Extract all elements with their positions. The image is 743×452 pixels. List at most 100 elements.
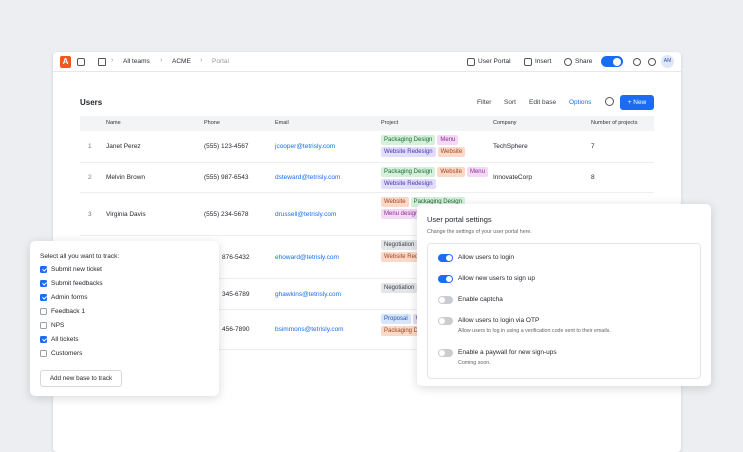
name: Melvin Brown (106, 174, 146, 181)
checkbox[interactable] (40, 350, 47, 357)
add-button[interactable]: Add new base to track (40, 370, 122, 387)
row-number: 1 (88, 143, 92, 150)
project-tag: Packaging Design (410, 197, 465, 207)
home-icon[interactable] (98, 58, 106, 66)
company: TechSphere (493, 143, 528, 150)
checkbox-label: Submit new ticket (51, 266, 102, 273)
phone: (555) 234-5678 (204, 210, 249, 218)
project-tags: Packaging Design Website Menu Website Redes… (381, 167, 489, 189)
settings-icon[interactable] (648, 58, 656, 66)
column-header: Project (381, 120, 399, 126)
toggle[interactable] (438, 317, 453, 325)
column-header: Name (106, 120, 121, 126)
toolbar-button[interactable]: Options (569, 99, 592, 106)
toggle[interactable] (438, 275, 453, 283)
breadcrumb: Portal (212, 58, 229, 65)
name: Virginia Davis (106, 210, 146, 218)
email[interactable]: ehoward@tetrisly.com (275, 253, 339, 261)
action[interactable]: Share (575, 58, 593, 65)
option-label: Allow users to login via OTP (458, 317, 540, 324)
project-tag: Menu design (381, 209, 422, 219)
project-tag: Website Redesign (381, 252, 436, 262)
email[interactable]: dsteward@tetrisly.com (275, 174, 341, 181)
email[interactable]: jcooper@tetrisly.com (275, 143, 336, 150)
option-description: Coming soon. (458, 360, 491, 366)
row-number: 2 (88, 174, 92, 181)
project-tag: Packaging Design (381, 135, 436, 145)
checkbox-label: Admin forms (51, 294, 88, 301)
project-tag: Website (381, 197, 409, 207)
project-tag: Website Redesign (381, 179, 436, 189)
phone: (555) 123-4567 (204, 143, 249, 150)
share-icon (564, 58, 572, 66)
checkbox-label: Submit feedbacks (51, 280, 103, 287)
checkbox[interactable] (40, 322, 47, 329)
avatar[interactable]: AM (661, 55, 674, 68)
checkbox[interactable] (40, 308, 47, 315)
project-tag: Negotiation (381, 283, 418, 293)
option-label: Allow users to login (458, 254, 514, 261)
page: A › All teams › ACME › Portal User Porta… (0, 0, 743, 432)
toolbar-button[interactable]: Filter (477, 99, 492, 106)
toggle[interactable] (438, 349, 453, 357)
plus-icon: + (627, 99, 634, 106)
action[interactable]: User Portal (478, 58, 511, 65)
portal-icon (467, 58, 475, 66)
email[interactable]: drussell@tetrisly.com (275, 210, 337, 218)
phone: 456-7890 (222, 326, 250, 333)
option-description: Allow users to log in using a verificati… (458, 328, 611, 334)
phone: (555) 987-6543 (204, 174, 249, 181)
breadcrumb[interactable]: ACME (172, 58, 191, 65)
company: InnovateCorp (493, 174, 533, 181)
checkbox[interactable] (40, 294, 47, 301)
option-label: Allow new users to sign up (458, 275, 535, 282)
insert-icon (524, 58, 532, 66)
project-tags: Packaging Design Menu Website Redesign Webs… (381, 135, 489, 157)
toolbar-button[interactable]: Edit base (529, 99, 557, 106)
project-tag: Packaging Design (381, 326, 436, 336)
column-header: Number of projects (591, 120, 638, 126)
option-label: Enable a paywall for new sign-ups (458, 349, 557, 356)
action[interactable]: Insert (535, 58, 552, 65)
checkbox-label: NPS (51, 322, 65, 329)
logo[interactable]: A (60, 56, 71, 68)
project-tag: Website (437, 167, 465, 177)
separator: › (160, 57, 163, 64)
project-tag: Proposal (381, 314, 411, 324)
checkbox-label: Customers (51, 350, 83, 357)
sidebar-icon[interactable] (77, 58, 85, 66)
project-count: 8 (591, 174, 595, 181)
checkbox[interactable] (40, 336, 47, 343)
email[interactable]: bsimmons@tetrisly.com (275, 326, 344, 333)
column-header: Company (493, 120, 517, 126)
phone: 345-6789 (222, 290, 250, 298)
toggle[interactable] (438, 254, 453, 262)
table-header: Name Phone Email Project Company Number of pr… (80, 116, 654, 131)
table-row: 1 Janet Perez (555) 123-4567 jcooper@tetris… (80, 131, 654, 163)
panel-title: User portal settings (427, 215, 492, 224)
checkbox-label: All tickets (51, 336, 79, 343)
checkbox[interactable] (40, 280, 47, 287)
column-header: Email (275, 120, 289, 126)
search-icon[interactable] (605, 97, 614, 106)
panel-subtitle: Change the settings of your user portal … (427, 229, 532, 235)
breadcrumb[interactable]: All teams (123, 58, 150, 65)
help-icon[interactable] (633, 58, 641, 66)
phone: 876-5432 (222, 253, 250, 261)
section-title: Users (80, 98, 103, 107)
mode-toggle[interactable] (601, 56, 623, 67)
name: Janet Perez (106, 143, 141, 150)
email[interactable]: ghawkins@tetrisly.com (275, 290, 342, 298)
toggle[interactable] (438, 296, 453, 304)
new-button[interactable]: + New (620, 95, 654, 110)
toolbar-button[interactable]: Sort (504, 99, 516, 106)
checkbox[interactable] (40, 266, 47, 273)
column-header: Phone (204, 120, 220, 126)
separator: › (200, 57, 203, 64)
project-tag: Menu (466, 167, 488, 177)
checkbox-label: Feedback 1 (51, 308, 85, 315)
tracker-panel: Select all you want to track: Submit new… (30, 241, 219, 396)
project-tag: Website Redesign (381, 147, 436, 157)
project-count: 7 (591, 143, 595, 150)
settings-panel: User portal settings Change the settings… (417, 204, 711, 386)
